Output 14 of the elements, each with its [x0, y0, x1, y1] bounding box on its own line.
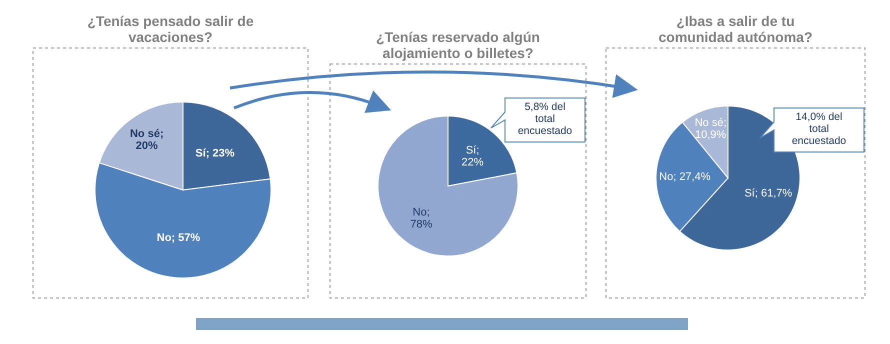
slice-label: No; 27,4%	[659, 170, 711, 183]
slice-label: No; 78%	[410, 206, 432, 230]
pie-slice	[378, 116, 518, 256]
chart-title: ¿Tenías reservado algún alojamiento o billetes?	[376, 29, 540, 61]
chart-title: ¿Tenías pensado salir de vacaciones?	[87, 13, 254, 45]
slice-label: Sí; 23%	[195, 148, 235, 160]
slice-label: No; 57%	[156, 232, 200, 244]
text: 14,0% del total encuestado	[792, 111, 846, 147]
text: 5,8% del total encuestado	[518, 101, 572, 137]
slice-label: No sé; 10,9%	[694, 117, 726, 142]
chart-title: ¿Ibas a salir de tu comunidad autónoma?	[658, 13, 812, 45]
slice-label: Sí; 61,7%	[744, 187, 792, 200]
slice-label: No sé; 20%	[130, 128, 164, 152]
slice-label: Sí; 22%	[462, 144, 484, 168]
